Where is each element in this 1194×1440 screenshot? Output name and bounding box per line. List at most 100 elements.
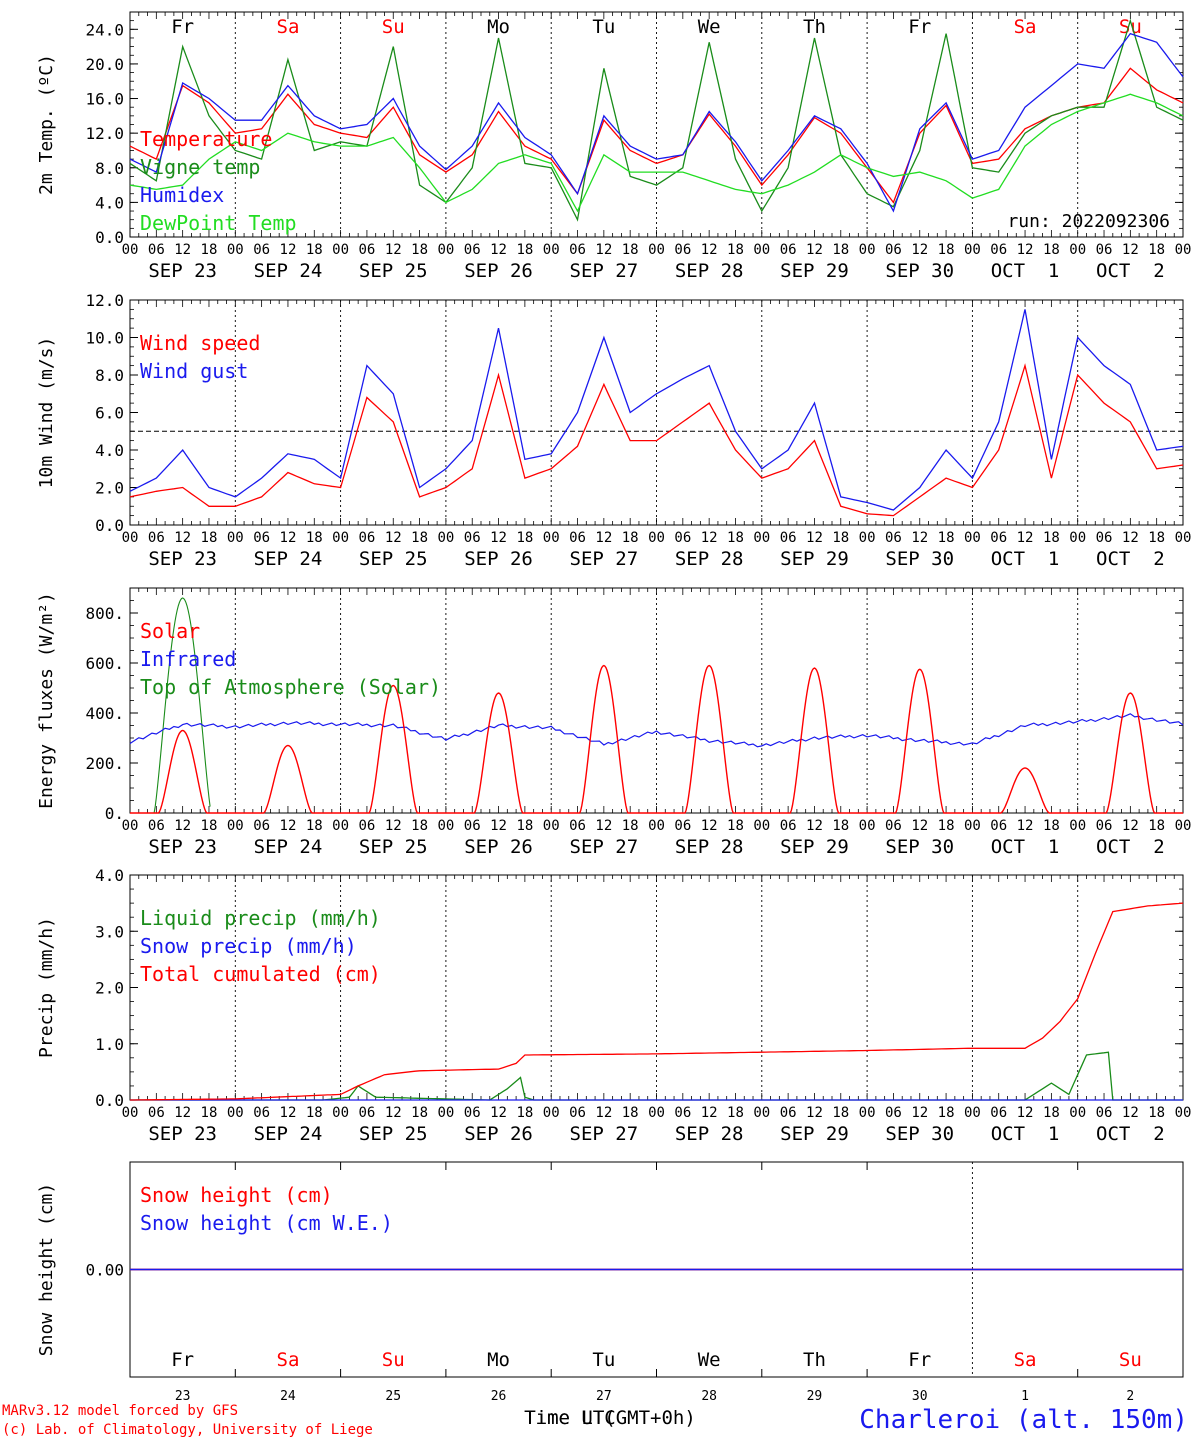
x-hour-label: 06: [464, 242, 481, 258]
x-hour-label: 12: [385, 1105, 402, 1121]
x-hour-label: 06: [1096, 818, 1113, 834]
x-hour-label: 12: [385, 818, 402, 834]
x-hour-label: 12: [806, 530, 823, 546]
x-date-label: SEP 28: [675, 836, 744, 858]
x-hour-label: 06: [148, 1105, 165, 1121]
x-hour-label: 00: [437, 1105, 454, 1121]
x-hour-label: 18: [201, 818, 218, 834]
x-hour-label: 06: [358, 1105, 375, 1121]
x-hour-label: 18: [411, 818, 428, 834]
x-hour-label: 06: [990, 530, 1007, 546]
x-hour-label: 06: [148, 818, 165, 834]
x-hour-label: 12: [701, 242, 718, 258]
day-abbr: Tu: [592, 1349, 615, 1371]
series-humidex: [129, 32, 1184, 213]
x-hour-label: 18: [938, 818, 955, 834]
x-hour-label: 12: [1122, 818, 1139, 834]
x-date-label: SEP 24: [254, 1123, 323, 1145]
x-hour-label: 18: [622, 242, 639, 258]
x-hour-label: 12: [1017, 818, 1034, 834]
series-vigne-temp: [129, 18, 1184, 222]
y-tick-label: 0.00: [85, 1261, 124, 1280]
x-hour-label: 12: [385, 242, 402, 258]
x-hour-label: 18: [938, 242, 955, 258]
y-tick-label: 12.0: [85, 124, 124, 143]
series-total-cumulated-cm-: [130, 902, 1184, 1101]
x-hour-label: 12: [911, 1105, 928, 1121]
x-hour-label: 06: [464, 818, 481, 834]
x-date-label: SEP 26: [464, 260, 533, 282]
x-hour-label: 12: [1122, 242, 1139, 258]
x-date-label: SEP 26: [464, 548, 533, 570]
x-hour-label: 06: [464, 1105, 481, 1121]
x-hour-label: 06: [253, 242, 270, 258]
legend-entry: Temperature: [140, 127, 272, 151]
day-abbr: Tu: [592, 16, 615, 38]
x-hour-label: 06: [780, 242, 797, 258]
x-hour-label: 06: [569, 1105, 586, 1121]
x-hour-label: 00: [964, 818, 981, 834]
panel-1: 00 06 12 18 00 06 12 18 00 06 12 18 00 06 12 18 00 06 12 18…: [36, 11, 1192, 282]
legend-entry: Top of Atmosphere (Solar): [140, 675, 441, 699]
x-hour-label: 00: [753, 242, 770, 258]
day-number: 26: [491, 1389, 507, 1404]
x-hour-label: 12: [1122, 1105, 1139, 1121]
x-date-label: SEP 25: [359, 1123, 428, 1145]
day-abbr: Sa: [277, 1349, 300, 1371]
x-date-label: OCT 2: [1096, 1123, 1165, 1145]
x-hour-label: 18: [622, 530, 639, 546]
x-hour-label: 12: [595, 818, 612, 834]
y-tick-label: 8.0: [95, 366, 124, 385]
x-hour-label: 12: [1017, 242, 1034, 258]
x-date-label: SEP 25: [359, 836, 428, 858]
x-hour-label: 06: [780, 818, 797, 834]
x-hour-label: 18: [306, 242, 323, 258]
x-date-label: SEP 29: [780, 260, 849, 282]
x-hour-label: 18: [306, 1105, 323, 1121]
x-hour-label: 00: [1175, 242, 1192, 258]
x-hour-label: 00: [332, 1105, 349, 1121]
x-hour-label: 18: [411, 242, 428, 258]
x-date-label: OCT 1: [991, 836, 1060, 858]
x-hour-label: 06: [569, 818, 586, 834]
y-axis-label: Energy fluxes (W/m²): [36, 592, 57, 809]
x-hour-label: 12: [280, 530, 297, 546]
legend-entry: Liquid precip (mm/h): [140, 906, 381, 930]
x-hour-label: 00: [437, 818, 454, 834]
day-abbr: Mo: [487, 16, 510, 38]
x-hour-label: 06: [990, 818, 1007, 834]
x-hour-label: 00: [122, 818, 139, 834]
x-hour-label: 12: [701, 1105, 718, 1121]
x-date-label: SEP 30: [885, 548, 954, 570]
panel-2: 00 06 12 18 00 06 12 18 00 06 12 18 00 06 12 18 00 06 12 18…: [36, 291, 1191, 570]
x-date-label: SEP 23: [148, 260, 217, 282]
x-date-label: SEP 30: [885, 836, 954, 858]
x-hour-label: 00: [648, 530, 665, 546]
x-hour-label: 00: [1175, 1105, 1192, 1121]
x-hour-label: 00: [122, 242, 139, 258]
x-hour-label: 00: [1069, 530, 1086, 546]
x-hour-label: 06: [148, 530, 165, 546]
x-hour-label: 00: [227, 1105, 244, 1121]
y-tick-label: 3.0: [95, 922, 124, 941]
x-hour-label: 00: [1069, 1105, 1086, 1121]
x-hour-label: 00: [859, 530, 876, 546]
series-wind-speed: [129, 363, 1184, 517]
y-tick-label: 600.: [85, 654, 124, 673]
y-tick-label: 200.: [85, 754, 124, 773]
x-date-label: SEP 23: [148, 548, 217, 570]
x-date-label: SEP 27: [570, 1123, 639, 1145]
x-hour-label: 12: [280, 1105, 297, 1121]
x-date-label: OCT 2: [1096, 836, 1165, 858]
day-number: 2: [1126, 1389, 1134, 1404]
x-hour-label: 00: [648, 818, 665, 834]
x-date-label: OCT 1: [991, 1123, 1060, 1145]
legend-entry: Snow height (cm W.E.): [140, 1211, 393, 1235]
x-hour-label: 12: [911, 530, 928, 546]
x-hour-label: 18: [832, 530, 849, 546]
day-abbr: Th: [803, 1349, 826, 1371]
x-hour-label: 00: [122, 1105, 139, 1121]
x-hour-label: 18: [1148, 530, 1165, 546]
day-number: 28: [701, 1389, 717, 1404]
